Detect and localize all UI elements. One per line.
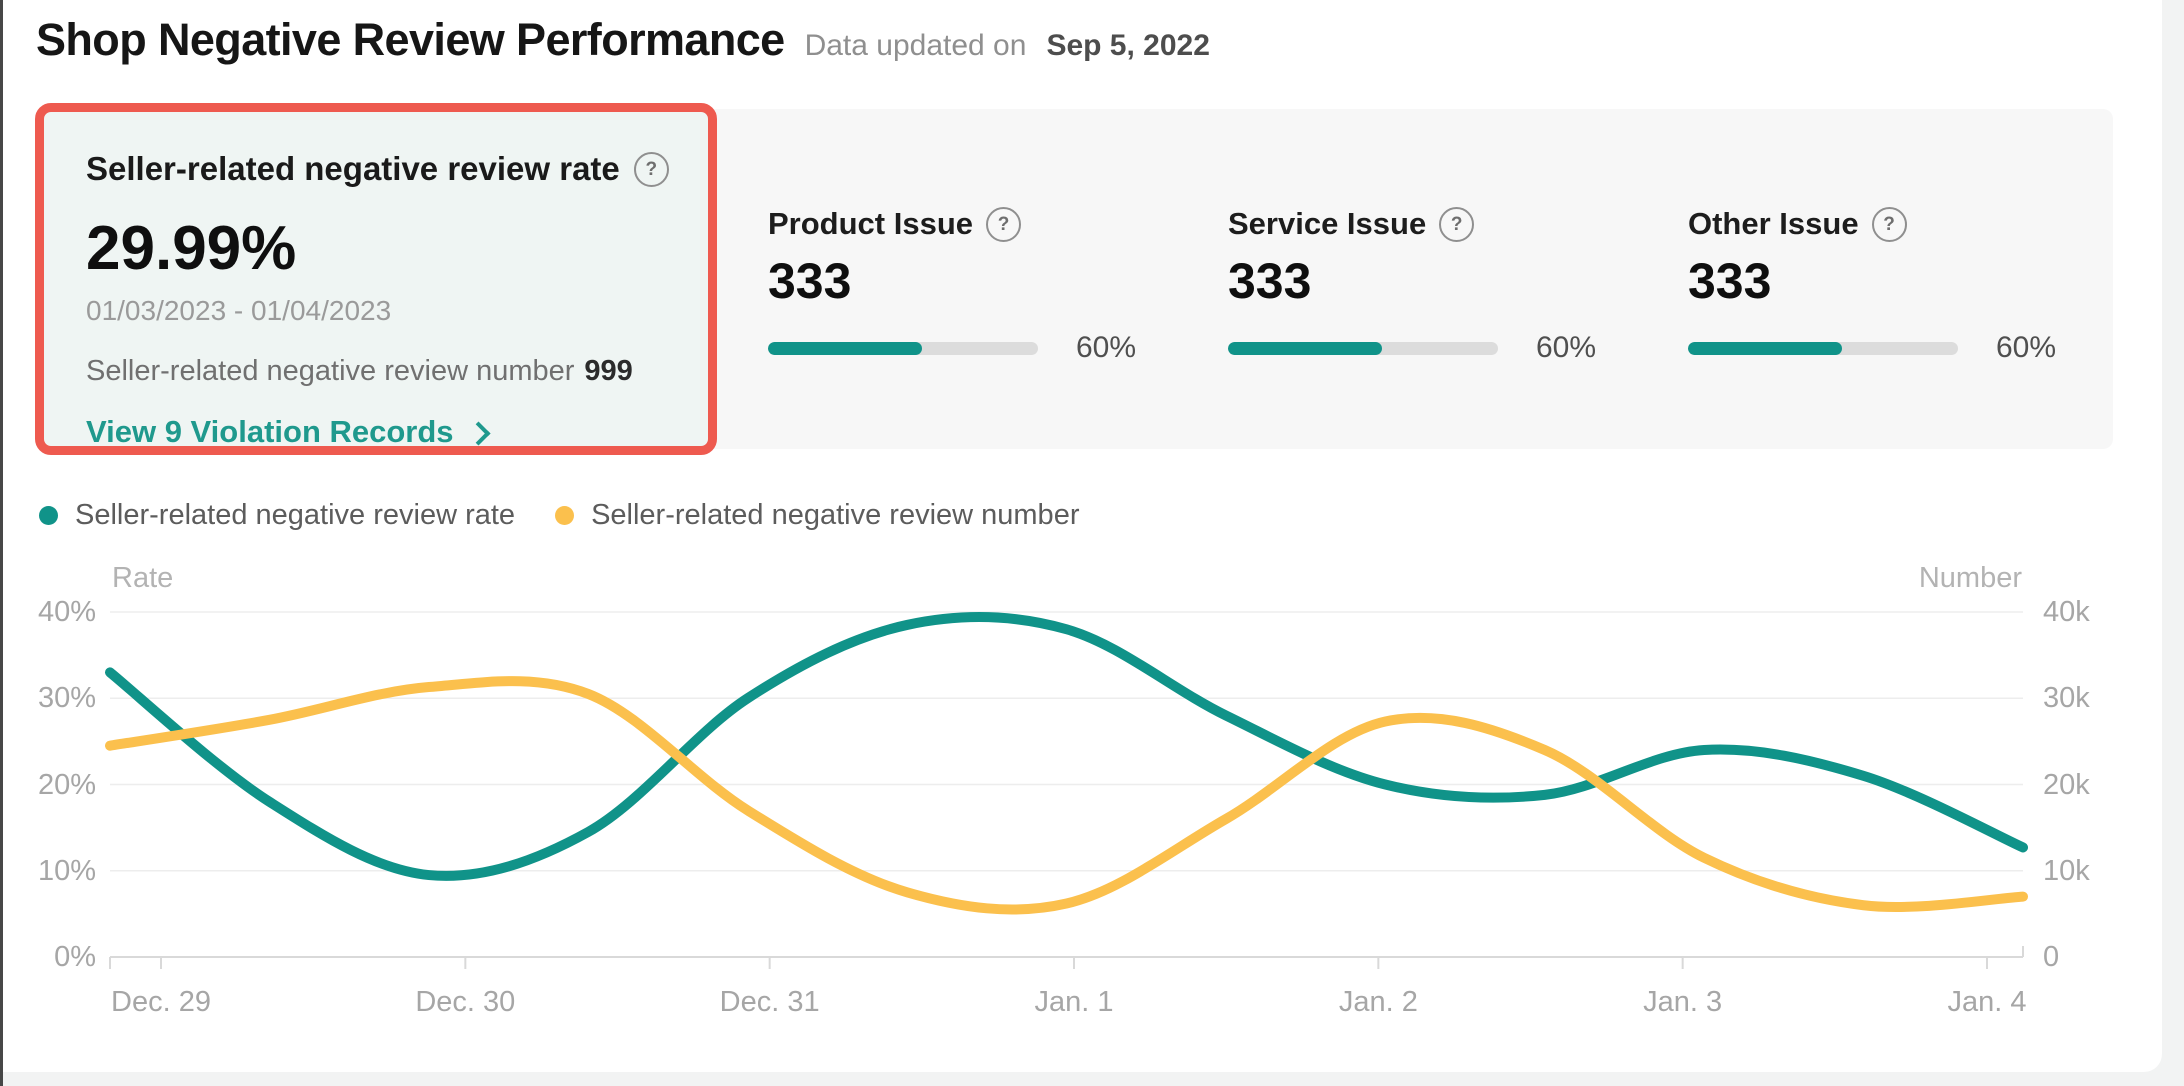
summary-card-value: 29.99% bbox=[86, 214, 297, 283]
line-series-rate bbox=[105, 612, 2028, 881]
x-axis-tick-label: Dec. 29 bbox=[111, 986, 211, 1018]
window-edge bbox=[0, 0, 3, 1086]
service-issue-progress-fill bbox=[1228, 341, 1382, 355]
chart-canvas bbox=[105, 611, 2028, 969]
summary-card-sub-label: Seller-related negative review number bbox=[86, 355, 575, 388]
x-axis-tick-label: Dec. 31 bbox=[719, 986, 820, 1018]
line-series-number bbox=[105, 676, 2028, 915]
other-issue-percent: 60% bbox=[1996, 331, 2057, 364]
view-violation-records-link[interactable]: View 9 Violation Records bbox=[86, 414, 688, 450]
data-updated-date: Sep 5, 2022 bbox=[1046, 29, 1210, 62]
seller-negative-review-rate-card-highlighted: Seller-related negative review rate 29.9… bbox=[35, 103, 717, 455]
y-axis-left-tick-label: 10% bbox=[37, 854, 96, 887]
y-axis-right-tick-label: 0 bbox=[2043, 941, 2060, 973]
summary-card-title: Seller-related negative review rate bbox=[86, 150, 620, 187]
y-axis-right-tick-label: 20k bbox=[2043, 768, 2090, 801]
y-axis-left-tick-label: 40% bbox=[37, 596, 96, 628]
page-title: Shop Negative Review Performance bbox=[36, 14, 785, 65]
product-issue-metric: Product Issue 333 60% bbox=[768, 206, 1198, 365]
y-axis-right-name: Number bbox=[1918, 562, 2022, 594]
help-icon[interactable] bbox=[1871, 206, 1907, 242]
legend-label-number: Seller-related negative review number bbox=[591, 499, 1080, 531]
y-axis-left-name: Rate bbox=[112, 562, 174, 594]
product-issue-progress-fill bbox=[768, 341, 922, 355]
other-issue-label: Other Issue bbox=[1688, 206, 1859, 241]
x-axis-tick-label: Dec. 30 bbox=[415, 986, 516, 1018]
chevron-right-icon bbox=[466, 421, 491, 446]
other-issue-metric: Other Issue 333 60% bbox=[1688, 206, 2118, 365]
legend-dot-number bbox=[555, 506, 575, 525]
x-axis-tick-label: Jan. 4 bbox=[1947, 986, 2027, 1018]
legend-item-number[interactable]: Seller-related negative review number bbox=[555, 499, 1079, 532]
data-updated-label: Data updated on bbox=[804, 29, 1027, 62]
negative-review-trend-chart: 40% 30% 20% 10% 0% 40k 30k 20k 10k 0 Dec. 29 Dec. 3… bbox=[0, 540, 2184, 1060]
help-icon[interactable] bbox=[1439, 206, 1475, 242]
summary-card-sub-value: 999 bbox=[584, 355, 633, 388]
x-axis-tick-label: Jan. 2 bbox=[1338, 986, 1418, 1018]
view-violation-records-label: View 9 Violation Records bbox=[86, 414, 454, 450]
y-axis-right-tick-label: 40k bbox=[2043, 596, 2090, 628]
y-axis-left-tick-label: 0% bbox=[54, 941, 96, 973]
other-issue-value: 333 bbox=[1688, 253, 1772, 309]
product-issue-value: 333 bbox=[768, 253, 852, 309]
service-issue-value: 333 bbox=[1228, 253, 1312, 309]
service-issue-progress-track bbox=[1228, 341, 1498, 355]
product-issue-percent: 60% bbox=[1076, 331, 1137, 364]
help-icon[interactable] bbox=[633, 151, 669, 187]
summary-card-date-range: 01/03/2023 - 01/04/2023 bbox=[86, 295, 392, 327]
chart-legend: Seller-related negative review rate Sell… bbox=[39, 499, 1079, 532]
y-axis-right-tick-label: 30k bbox=[2043, 682, 2090, 715]
product-issue-progress-track bbox=[768, 341, 1038, 355]
legend-label-rate: Seller-related negative review rate bbox=[75, 499, 516, 531]
service-issue-percent: 60% bbox=[1536, 331, 1597, 364]
x-axis-tick-label: Jan. 1 bbox=[1034, 986, 1114, 1018]
y-axis-right-tick-label: 10k bbox=[2043, 854, 2090, 887]
legend-dot-rate bbox=[39, 506, 58, 525]
other-issue-progress-fill bbox=[1688, 341, 1842, 355]
service-issue-metric: Service Issue 333 60% bbox=[1228, 206, 1658, 365]
product-issue-label: Product Issue bbox=[768, 206, 973, 241]
y-axis-left-tick-label: 30% bbox=[37, 682, 96, 715]
legend-item-rate[interactable]: Seller-related negative review rate bbox=[39, 499, 515, 532]
other-issue-progress-track bbox=[1688, 341, 1958, 355]
x-axis-tick-label: Jan. 3 bbox=[1643, 986, 1723, 1018]
service-issue-label: Service Issue bbox=[1228, 206, 1427, 241]
help-icon[interactable] bbox=[986, 206, 1021, 242]
y-axis-left-tick-label: 20% bbox=[37, 768, 96, 801]
page-header: Shop Negative Review Performance Data up… bbox=[36, 14, 1210, 66]
